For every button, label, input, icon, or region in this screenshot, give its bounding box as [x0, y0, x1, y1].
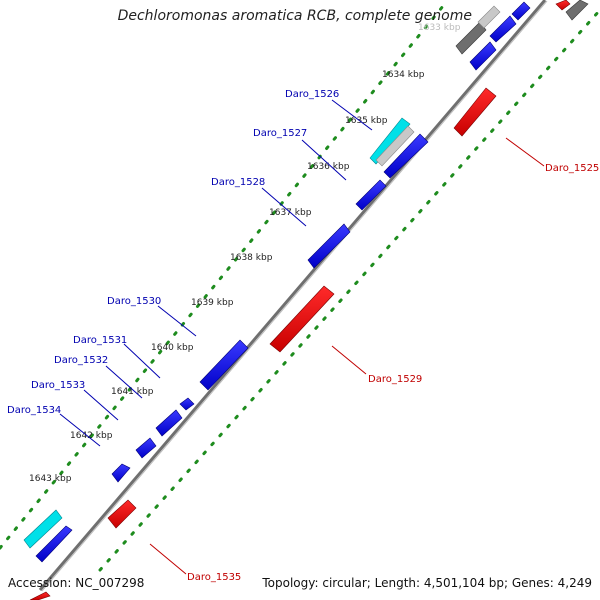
gene-label[interactable]: Daro_1531 [73, 335, 127, 346]
kbp-tick: 1640 kbp [151, 343, 194, 353]
gene-red-top[interactable] [555, 0, 571, 11]
kbp-tick: 1639 kbp [191, 298, 234, 308]
forward-dot-track [0, 0, 450, 550]
kbp-ticks: 1633 kbp 1634 kbp 1635 kbp 1636 kbp 1637… [29, 23, 461, 484]
reverse-genes [29, 0, 571, 600]
highlight-genes [23, 117, 411, 549]
gene-daro-1533[interactable] [135, 437, 157, 459]
reverse-dot-track [98, 8, 600, 572]
leader-daro-1528 [261, 187, 307, 227]
leader-daro-1526 [331, 99, 373, 131]
gene-daro-1530[interactable] [199, 339, 249, 391]
gene-labels-reverse: Daro_1525 Daro_1529 Daro_1535 [187, 163, 599, 583]
gene-daro-1529[interactable] [269, 285, 335, 353]
gene-label[interactable]: Daro_1526 [285, 89, 339, 100]
gene-label[interactable]: Daro_1529 [368, 374, 422, 385]
pseudo-genes [375, 0, 589, 167]
map-title: Dechloromonas aromatica RCB, complete ge… [117, 8, 472, 24]
gene-label[interactable]: Daro_1525 [545, 163, 599, 174]
gene-daro-top2[interactable] [511, 1, 531, 21]
leader-daro-1527 [301, 139, 347, 181]
genome-backbone [38, 0, 547, 591]
leader-daro-1531 [123, 343, 161, 379]
gene-grey-2[interactable] [565, 0, 589, 21]
gene-label[interactable]: Daro_1527 [253, 128, 307, 139]
leader-daro-1533 [83, 389, 119, 421]
kbp-tick: 1643 kbp [29, 474, 72, 484]
gene-daro-1526[interactable] [369, 117, 411, 165]
gene-daro-1535[interactable] [107, 499, 137, 529]
leader-lines [59, 99, 545, 575]
forward-genes [35, 1, 531, 563]
kbp-tick: 1635 kbp [345, 116, 388, 126]
gene-label[interactable]: Daro_1535 [187, 572, 241, 583]
gene-daro-1528[interactable] [307, 223, 351, 269]
gene-red-bottom[interactable] [29, 591, 51, 600]
gene-daro-1528b[interactable] [355, 179, 387, 211]
kbp-tick: 1634 kbp [382, 70, 425, 80]
accession-label: Accession: NC_007298 [8, 576, 145, 590]
gene-grey-4[interactable] [477, 5, 501, 29]
gene-grey-1[interactable] [455, 21, 487, 55]
gene-daro-1534b[interactable] [111, 463, 131, 483]
gene-label[interactable]: Daro_1533 [31, 380, 85, 391]
gene-label[interactable]: Daro_1534 [7, 405, 61, 416]
leader-daro-1532 [105, 365, 143, 399]
gene-daro-top[interactable] [489, 15, 517, 43]
gene-label[interactable]: Daro_1530 [107, 296, 161, 307]
kbp-tick: 1636 kbp [307, 162, 350, 172]
leader-daro-1535 [149, 543, 187, 575]
genome-summary: Topology: circular; Length: 4,501,104 bp… [262, 576, 592, 590]
gene-label[interactable]: Daro_1528 [211, 177, 265, 188]
gene-daro-1531[interactable] [179, 397, 195, 411]
gene-daro-1532[interactable] [155, 409, 183, 437]
gene-grey-3[interactable] [375, 125, 415, 167]
gene-daro-1527[interactable] [383, 133, 429, 179]
gene-daro-1526b[interactable] [469, 41, 497, 71]
leader-daro-1525 [505, 137, 545, 167]
gene-daro-1534-cyan[interactable] [23, 509, 63, 549]
kbp-tick: 1633 kbp [418, 23, 461, 33]
gene-daro-1534[interactable] [35, 525, 73, 563]
kbp-tick: 1638 kbp [230, 253, 273, 263]
gene-label[interactable]: Daro_1532 [54, 355, 108, 366]
leader-daro-1529 [331, 345, 367, 375]
gene-daro-1525[interactable] [453, 87, 497, 137]
kbp-tick: 1642 kbp [70, 431, 113, 441]
leader-daro-1534 [59, 413, 101, 447]
kbp-tick: 1641 kbp [111, 387, 154, 397]
genome-backbone-highlight [41, 0, 548, 592]
gene-labels-forward: Daro_1526 Daro_1527 Daro_1528 Daro_1530 … [7, 89, 339, 416]
leader-daro-1530 [157, 305, 197, 337]
